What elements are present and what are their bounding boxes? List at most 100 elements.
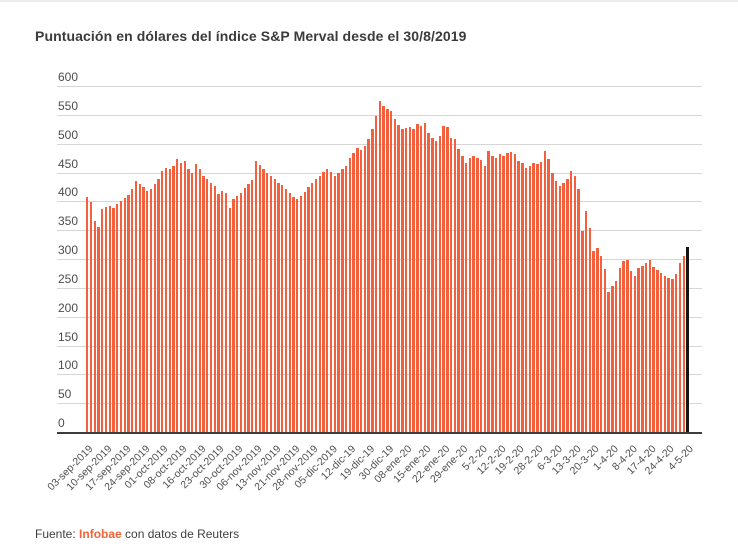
bar: [378, 101, 381, 433]
x-axis-labels: 03-sep-2019 10-sep-2019 17-sep-2019 24-sep-…: [45, 439, 702, 509]
bar: [543, 151, 547, 433]
y-gridline: [57, 86, 702, 87]
bar: [633, 276, 637, 433]
plot-area: 0 50 100 150 200 250 300 350 400 450 500 550 600: [57, 70, 702, 434]
bar: [194, 164, 198, 433]
bars-layer: [86, 87, 690, 433]
bar: [678, 262, 682, 433]
bar: [348, 157, 351, 433]
y-tick-label: 400: [58, 185, 79, 200]
bar: [337, 172, 340, 433]
source-attribution: Fuente: Infobae con datos de Reuters: [35, 527, 239, 541]
bar: [528, 166, 532, 433]
bar: [457, 149, 460, 433]
bar: [588, 227, 592, 433]
bar: [288, 192, 291, 433]
bar: [476, 157, 479, 433]
bar: [547, 159, 550, 433]
bar: [296, 199, 299, 433]
bar: [367, 138, 370, 433]
bar: [333, 175, 336, 433]
bar: [254, 160, 258, 433]
bar: [397, 125, 400, 433]
bar: [138, 184, 141, 433]
bar: [603, 269, 607, 433]
bar: [652, 266, 655, 433]
bar: [277, 182, 280, 433]
bar: [172, 166, 175, 433]
bar: [502, 156, 505, 433]
bar: [153, 183, 156, 433]
bar: [258, 165, 261, 433]
footer-source-infobae[interactable]: Infobae: [79, 527, 122, 541]
bar: [123, 198, 126, 433]
bar: [322, 172, 325, 433]
bar: [659, 272, 663, 433]
bar: [562, 182, 565, 433]
y-tick-label: 600: [58, 70, 79, 84]
bar: [299, 196, 303, 433]
bar: [329, 172, 333, 433]
chart-title: Puntuación en dólares del índice S&P Mer…: [35, 28, 467, 44]
bar: [157, 179, 160, 433]
bar: [251, 180, 254, 433]
bar: [566, 179, 569, 433]
bar: [389, 111, 393, 433]
bar: [524, 167, 528, 433]
bar: [101, 209, 104, 433]
bar: [644, 262, 648, 433]
bar: [183, 160, 186, 433]
bar: [86, 196, 89, 433]
bar: [498, 153, 502, 433]
bar: [191, 172, 194, 433]
bar: [236, 196, 239, 433]
bar: [206, 179, 209, 433]
bar: [461, 156, 464, 433]
bar: [404, 127, 408, 433]
bar: [532, 163, 535, 433]
x-axis-baseline: [57, 432, 702, 434]
bar: [176, 159, 179, 433]
bar: [112, 207, 115, 433]
bar: [161, 171, 164, 433]
bar: [468, 157, 472, 433]
bar: [423, 122, 427, 433]
bar: [517, 160, 520, 433]
bar: [311, 183, 314, 433]
bar: [419, 126, 423, 433]
y-tick-label: 0: [58, 416, 65, 430]
bar: [262, 168, 265, 433]
bar: [438, 136, 442, 433]
bar: [127, 194, 130, 433]
bar: [374, 115, 378, 433]
bar: [592, 250, 595, 433]
bar: [513, 153, 517, 433]
footer-prefix: Fuente:: [35, 527, 80, 541]
bar: [577, 189, 580, 433]
bar: [536, 164, 539, 433]
bar: [663, 276, 667, 433]
bar: [667, 277, 670, 433]
bar: [284, 188, 288, 433]
bar: [281, 185, 284, 433]
bar: [539, 161, 543, 433]
bar: [303, 191, 306, 433]
bar: [569, 171, 573, 433]
bar: [618, 268, 622, 433]
bar: [614, 280, 618, 433]
bar: [93, 220, 96, 433]
bar: [431, 137, 434, 433]
bar: [168, 168, 171, 433]
bar: [326, 168, 329, 433]
bar: [506, 152, 509, 433]
bar-highlighted-latest: [686, 247, 690, 433]
bar: [146, 190, 149, 433]
bar: [217, 194, 220, 433]
bar: [247, 183, 250, 433]
bar: [401, 129, 404, 433]
bar: [427, 133, 430, 433]
bar: [269, 175, 273, 433]
bar: [656, 269, 659, 433]
bar: [449, 137, 453, 433]
